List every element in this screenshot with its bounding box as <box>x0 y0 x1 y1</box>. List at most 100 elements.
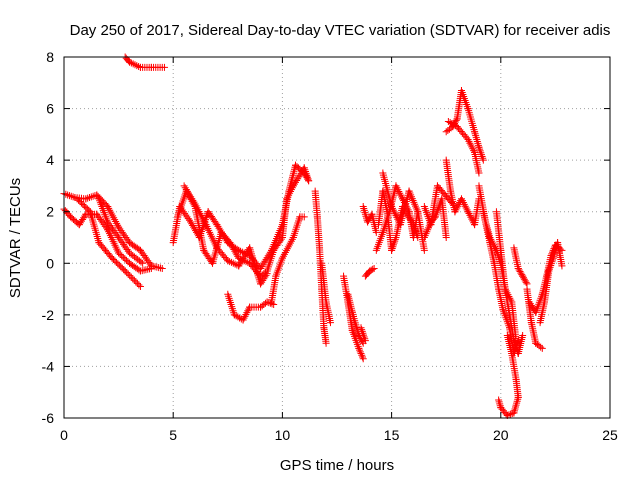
data-point-marker <box>505 411 513 419</box>
data-point-marker <box>189 196 197 204</box>
data-point-marker <box>388 203 396 211</box>
data-point-marker <box>292 178 300 186</box>
data-point-marker <box>266 299 274 307</box>
data-point-marker <box>73 195 81 203</box>
y-tick-label: -4 <box>42 358 55 374</box>
data-point-marker <box>239 255 247 263</box>
data-point-marker <box>118 252 126 260</box>
data-point-marker <box>496 402 504 410</box>
data-point-marker <box>69 193 77 201</box>
data-point-marker <box>75 196 83 204</box>
data-point-marker <box>355 344 363 352</box>
data-point-marker <box>135 281 143 289</box>
data-point-marker <box>65 192 73 200</box>
data-point-marker <box>357 350 365 358</box>
data-point-marker <box>472 134 480 142</box>
data-point-marker <box>471 130 479 138</box>
y-tick-label: -2 <box>42 307 55 323</box>
data-point-marker <box>242 249 250 257</box>
data-point-marker <box>235 262 243 270</box>
data-point-marker <box>83 205 91 213</box>
data-point-marker <box>475 169 483 177</box>
data-point-marker <box>479 156 487 164</box>
data-point-marker <box>508 409 516 417</box>
data-point-marker <box>227 258 235 266</box>
x-axis-label: GPS time / hours <box>280 457 394 474</box>
data-point-marker <box>260 259 268 267</box>
data-point-marker <box>79 201 87 209</box>
data-point-marker <box>512 403 520 411</box>
data-point-marker <box>130 276 138 284</box>
data-point-marker <box>238 256 246 264</box>
data-point-marker <box>131 61 139 69</box>
data-point-marker <box>76 198 84 206</box>
data-point-marker <box>452 116 460 124</box>
data-point-marker <box>241 251 249 259</box>
data-point-marker <box>513 397 521 405</box>
data-point-marker <box>520 275 528 283</box>
data-point-marker <box>133 279 141 287</box>
data-point-marker <box>258 263 266 271</box>
data-point-marker <box>81 212 89 220</box>
data-point-marker <box>110 256 118 264</box>
data-point-marker <box>85 194 93 202</box>
y-tick-label: -6 <box>42 410 55 426</box>
data-point-marker <box>390 208 398 216</box>
data-point-marker <box>229 259 237 267</box>
data-point-marker <box>474 139 482 147</box>
data-point-marker <box>537 343 545 351</box>
data-point-marker <box>356 348 364 356</box>
data-point-marker <box>389 206 397 214</box>
x-tick-label: 0 <box>60 427 68 443</box>
data-point-marker <box>479 154 487 162</box>
x-tick-label: 20 <box>493 427 509 443</box>
data-point-marker <box>495 396 503 404</box>
data-point-marker <box>188 195 196 203</box>
data-point-marker <box>519 272 527 280</box>
data-point-marker <box>115 261 123 269</box>
data-point-marker <box>388 204 396 212</box>
data-point-marker <box>477 149 485 157</box>
data-point-marker <box>183 187 191 195</box>
data-point-marker <box>182 186 190 194</box>
data-point-marker <box>127 59 135 67</box>
data-point-marker <box>240 253 248 261</box>
data-point-marker <box>77 199 85 207</box>
data-point-marker <box>442 234 450 241</box>
data-point-marker <box>91 192 99 200</box>
data-point-marker <box>119 253 127 261</box>
data-point-marker <box>112 258 120 266</box>
data-point-marker <box>361 210 369 218</box>
chart-title: Day 250 of 2017, Sidereal Day-to-day VTE… <box>70 22 611 39</box>
data-point-marker <box>326 319 334 327</box>
data-point-marker <box>187 193 195 201</box>
data-point-marker <box>277 235 285 243</box>
x-tick-label: 15 <box>384 427 400 443</box>
data-point-marker <box>213 221 221 229</box>
data-point-marker <box>289 182 297 190</box>
data-point-marker <box>263 254 271 262</box>
data-point-marker <box>294 175 302 183</box>
data-point-marker <box>366 267 374 275</box>
data-point-marker <box>111 257 119 265</box>
data-point-marker <box>102 224 110 232</box>
data-point-marker <box>184 189 192 197</box>
data-point-marker <box>519 331 527 339</box>
data-point-marker <box>126 272 134 280</box>
data-point-marker <box>87 193 95 201</box>
data-point-marker <box>510 409 518 417</box>
data-point-marker <box>237 258 245 266</box>
data-point-marker <box>514 264 522 272</box>
data-point-marker <box>295 173 303 181</box>
grid-lines <box>64 57 610 418</box>
data-point-marker <box>476 145 484 153</box>
y-axis-label: SDTVAR / TECUs <box>7 178 24 298</box>
data-point-marker <box>473 136 481 144</box>
data-point-marker <box>121 255 129 263</box>
data-point-marker <box>257 264 265 272</box>
data-point-marker <box>358 353 366 361</box>
data-point-marker <box>495 398 503 406</box>
y-tick-label: 6 <box>46 101 54 117</box>
data-point-marker <box>360 204 368 212</box>
